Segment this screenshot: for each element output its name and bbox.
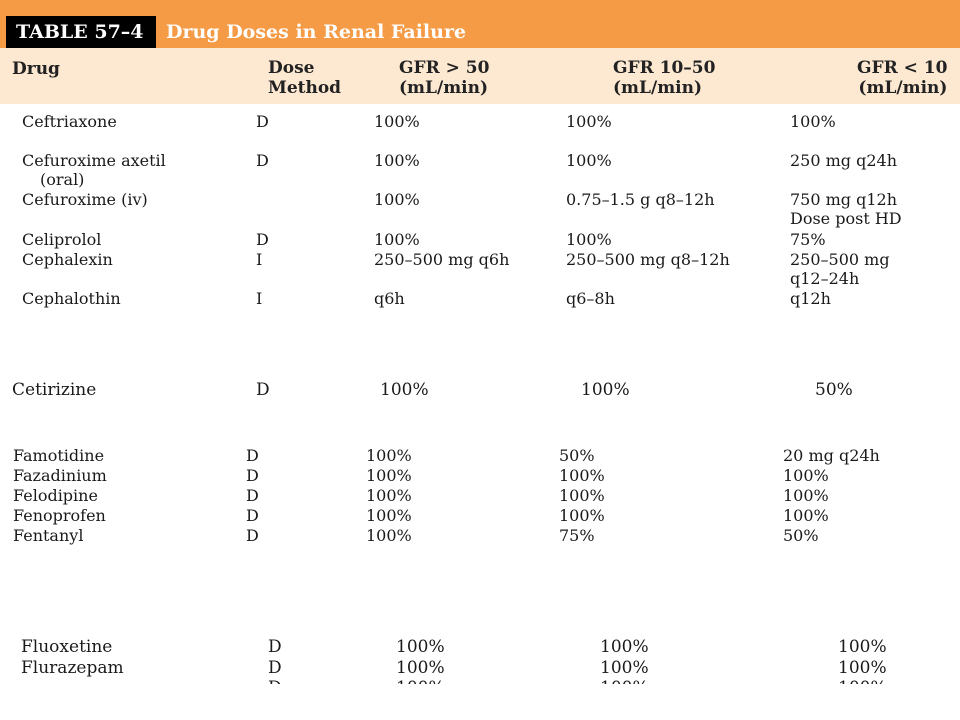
dose-gfr-10-50: 100% [566,112,612,131]
col-header-gfr-10-50: GFR 10–50 (mL/min) [613,58,716,98]
dose-method: D [246,506,259,525]
drug-name: Flurazepam [21,658,124,678]
dose-gfr-gt50: 100% [380,380,429,400]
dose-method: D [268,658,282,678]
dose-method: D [256,151,269,170]
dose-gfr-10-50: 100% [566,151,612,170]
dose-gfr-gt50: 100% [374,190,420,209]
dose-gfr-lt10: 20 mg q24h [783,446,880,465]
dose-method: D [256,230,269,249]
drug-name: Fluoxetine [21,637,113,657]
dose-method: D [246,526,259,545]
dose-gfr-10-50: 250–500 mg q8–12h [566,250,730,269]
dose-gfr-10-50: 100% [559,486,605,505]
drug-name: Ceftriaxone [22,112,117,131]
dose-gfr-10-50: 75% [559,526,595,545]
drug-name: Cefuroxime axetil (oral) [22,151,166,189]
dose-gfr-gt50: 100% [366,486,412,505]
dose-gfr-10-50: 100% [600,637,649,657]
drug-name: Fentanyl [13,526,84,545]
dose-gfr-lt10: 50% [815,380,853,400]
dose-gfr-10-50: 0.75–1.5 g q8–12h [566,190,715,209]
col-header-dose-method: Dose Method [268,58,342,98]
dose-method: D [268,637,282,657]
dose-gfr-lt10: 100% [783,466,829,485]
column-header-band [0,48,960,104]
dose-gfr-10-50: 100% [559,506,605,525]
table-number-label: TABLE 57–4 [6,16,156,48]
dose-gfr-lt10: 250–500 mg q12–24h [790,250,890,288]
dose-gfr-gt50: 100% [396,658,445,678]
dose-gfr-lt10: 50% [783,526,819,545]
table-banner: TABLE 57–4 Drug Doses in Renal Failure [0,0,960,48]
dose-gfr-lt10: 250 mg q24h [790,151,898,170]
dose-gfr-lt10: q12h [790,289,831,308]
drug-name: Cephalothin [22,289,121,308]
dose-method: D [246,446,259,465]
dose-gfr-gt50: 100% [366,506,412,525]
drug-name: Felodipine [13,486,98,505]
dose-gfr-gt50: 100% [374,151,420,170]
dose-gfr-lt10: 100% [783,486,829,505]
dose-gfr-gt50: 100% [366,526,412,545]
dose-gfr-gt50: 100% [366,466,412,485]
dose-method: D [246,486,259,505]
drug-name: Cephalexin [22,250,113,269]
drug-name: Cetirizine [12,380,97,400]
dose-gfr-10-50: 50% [559,446,595,465]
dose-gfr-lt10: 100% [783,506,829,525]
dose-gfr-10-50: 100% [600,658,649,678]
dose-gfr-gt50: q6h [374,289,405,308]
dose-gfr-lt10: 100% [838,637,887,657]
dose-gfr-lt10: 750 mg q12h Dose post HD [790,190,902,228]
dose-method: D [256,112,269,131]
dose-method: D [246,466,259,485]
crop-edge [0,551,960,557]
drug-name: Fazadinium [13,466,107,485]
dose-gfr-10-50: 100% [566,230,612,249]
drug-name: Fenoprofen [13,506,106,525]
dose-gfr-gt50: 100% [374,112,420,131]
dose-gfr-lt10: 100% [790,112,836,131]
dose-method: I [256,250,263,269]
dose-gfr-10-50: q6–8h [566,289,615,308]
crop-edge [0,684,960,720]
dose-gfr-gt50: 100% [366,446,412,465]
col-header-drug: Drug [12,59,60,79]
table-title: Drug Doses in Renal Failure [166,21,467,43]
col-header-gfr-lt10: GFR < 10 (mL/min) [857,58,948,98]
dose-gfr-lt10: 100% [838,658,887,678]
dose-gfr-lt10: 75% [790,230,826,249]
dose-gfr-gt50: 100% [374,230,420,249]
drug-name: Famotidine [13,446,105,465]
dose-gfr-10-50: 100% [559,466,605,485]
dose-method: I [256,289,263,308]
drug-name: Celiprolol [22,230,102,249]
dose-gfr-gt50: 250–500 mg q6h [374,250,510,269]
drug-name: Cefuroxime (iv) [22,190,148,209]
dose-gfr-gt50: 100% [396,637,445,657]
dose-gfr-10-50: 100% [581,380,630,400]
col-header-gfr-gt50: GFR > 50 (mL/min) [399,58,490,98]
dose-method: D [256,380,270,400]
